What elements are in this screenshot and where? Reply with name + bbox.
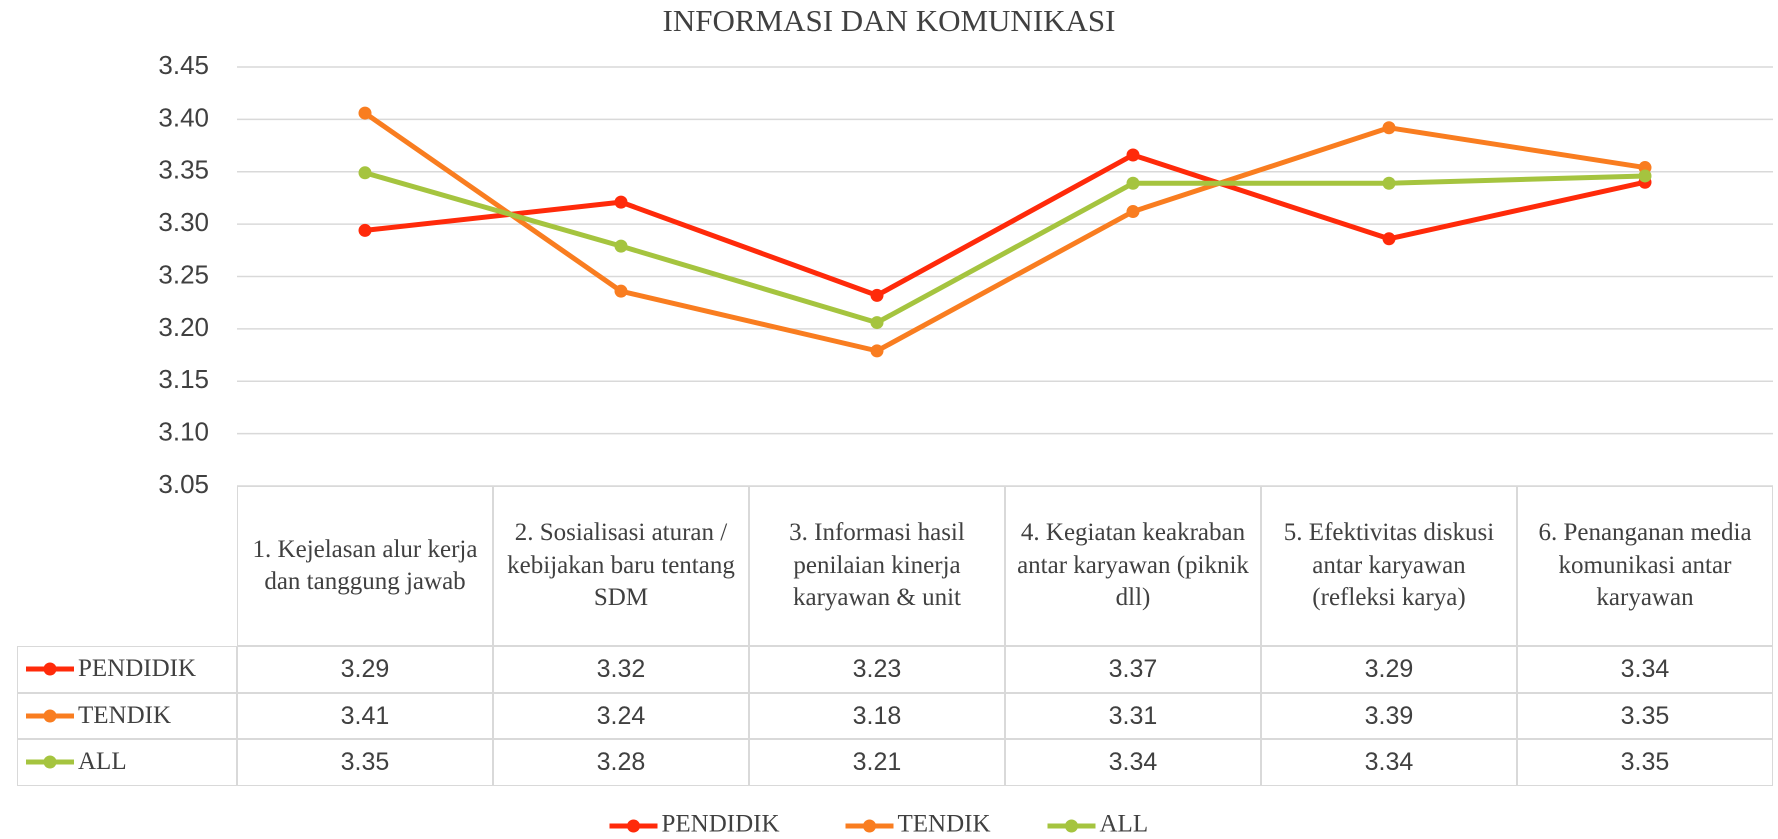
legend-icon: [26, 709, 74, 723]
point: [614, 239, 628, 253]
table-value: 3.39: [1261, 692, 1517, 739]
y-tick-label: 3.05: [158, 469, 209, 499]
legend-marker: [43, 755, 57, 769]
table-key: PENDIDIK: [17, 646, 237, 693]
y-tick-label: 3.30: [158, 207, 209, 237]
legend-marker: [43, 709, 57, 723]
legend-marker: [1065, 819, 1078, 833]
table-series-name: PENDIDIK: [78, 655, 197, 682]
table-value: 3.34: [1517, 646, 1773, 693]
table-value: 3.41: [237, 692, 493, 739]
point: [1382, 176, 1396, 190]
point: [358, 106, 372, 120]
y-tick-label: 3.15: [158, 364, 209, 394]
legend-icon: [26, 662, 74, 676]
legend-label: ALL: [1100, 811, 1149, 838]
point: [870, 344, 884, 358]
table-value: 3.34: [1261, 739, 1517, 786]
category-header: 5. Efektivitas diskusi antar karyawan (r…: [1261, 486, 1517, 646]
legend-marker: [43, 662, 57, 676]
table-value: 3.29: [1261, 646, 1517, 693]
table-value: 3.32: [493, 646, 749, 693]
table-key: TENDIK: [17, 692, 237, 739]
table-value: 3.21: [749, 739, 1005, 786]
series-line: [364, 170, 1646, 326]
table-value: 3.23: [749, 646, 1005, 693]
point: [358, 166, 372, 180]
category-header: 2. Sosialisasi aturan / kebijakan baru t…: [493, 486, 749, 646]
point: [614, 284, 628, 298]
table-value: 3.31: [1005, 692, 1261, 739]
point: [870, 288, 884, 302]
y-tick-label: 3.40: [158, 102, 209, 132]
legend-marker: [863, 819, 876, 833]
point: [1638, 169, 1652, 183]
point: [1382, 232, 1396, 246]
table-value: 3.28: [493, 739, 749, 786]
table-value: 3.35: [1517, 692, 1773, 739]
category-header: 1. Kejelasan alur kerja dan tanggung jaw…: [237, 486, 493, 646]
table-key: ALL: [17, 739, 237, 786]
y-tick-label: 3.25: [158, 259, 209, 289]
table-series-name: TENDIK: [78, 701, 172, 729]
legend-icon: [26, 755, 74, 769]
y-tick-label: 3.20: [158, 312, 209, 342]
category-header: 6. Penanganan media komunikasi antar kar…: [1517, 486, 1773, 646]
category-header: 3. Informasi hasil penilaian kinerja kar…: [749, 486, 1005, 646]
table-value: 3.34: [1005, 739, 1261, 786]
point: [1382, 121, 1396, 135]
table-value: 3.37: [1005, 646, 1261, 693]
point: [614, 195, 628, 209]
point: [358, 223, 372, 237]
y-tick-label: 3.35: [158, 155, 209, 185]
chart-title: INFORMASI DAN KOMUNIKASI: [663, 3, 1116, 38]
category-header: 4. Kegiatan keakraban antar karyawan (pi…: [1005, 486, 1261, 646]
legend-label: PENDIDIK: [662, 811, 780, 838]
series-line: [363, 111, 1646, 354]
point: [1126, 148, 1140, 162]
legend-marker: [627, 819, 640, 833]
table-value: 3.29: [237, 646, 493, 693]
series-line: [364, 152, 1646, 298]
table-value: 3.35: [1517, 739, 1773, 786]
point: [870, 316, 884, 330]
point: [1126, 176, 1140, 190]
y-tick-label: 3.10: [158, 417, 209, 447]
legend-label: TENDIK: [898, 811, 991, 838]
table-value: 3.24: [493, 692, 749, 739]
table-value: 3.35: [237, 739, 493, 786]
y-tick-label: 3.45: [158, 50, 209, 80]
table-series-name: ALL: [78, 748, 127, 775]
point: [1126, 205, 1140, 219]
table-value: 3.18: [749, 692, 1005, 739]
